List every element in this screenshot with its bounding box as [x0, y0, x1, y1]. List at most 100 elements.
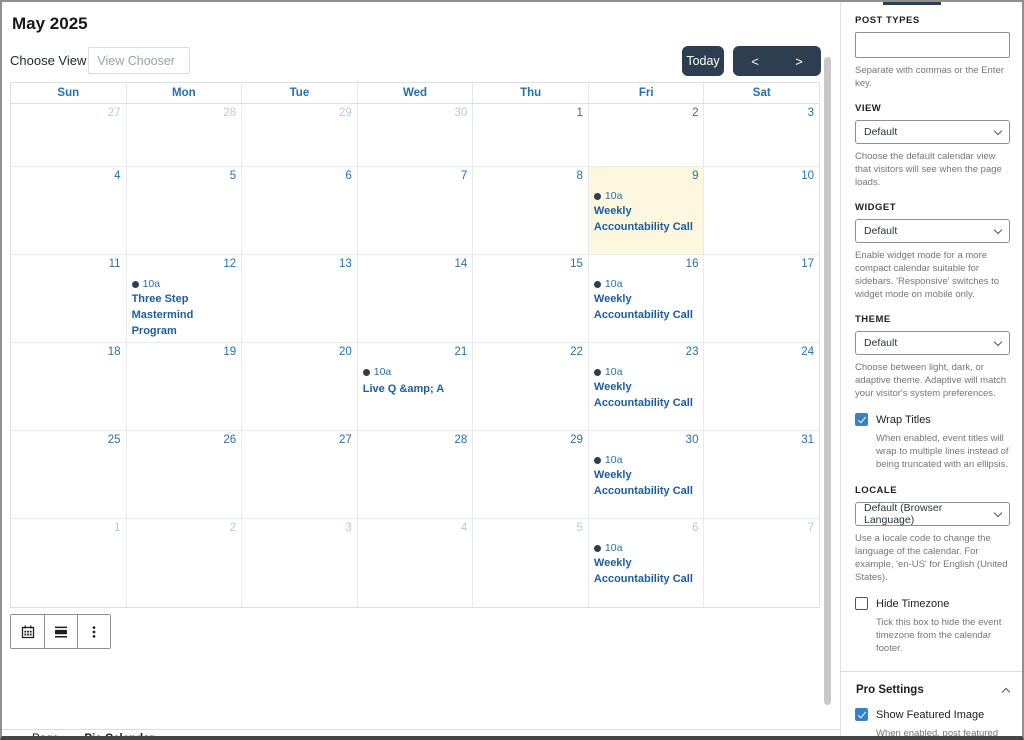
day-cell: 30 10a Weekly Accountability Call	[589, 431, 705, 518]
date-number: 20	[338, 346, 352, 358]
pro-settings-panel-header[interactable]: Pro Settings	[855, 672, 1011, 708]
widget-field: WIDGET Default Enable widget mode for a …	[855, 202, 1010, 301]
date-number: 30	[685, 434, 699, 446]
widget-select[interactable]: Default	[855, 219, 1010, 243]
breadcrumb: Page → Pie Calendar	[32, 733, 155, 740]
date-number: 3	[807, 107, 815, 119]
breadcrumb-root[interactable]: Page	[32, 733, 59, 740]
event-dot-icon	[593, 456, 601, 464]
calendar-event[interactable]: 10a Three Step Mastermind Program	[131, 278, 237, 340]
theme-select[interactable]: Default	[855, 331, 1010, 355]
day-header: Fri	[589, 83, 705, 103]
date-number: 7	[460, 170, 468, 182]
post-types-help: Separate with commas or the Enter key.	[855, 65, 1004, 89]
chevron-up-icon	[1001, 687, 1011, 696]
calendar-block-icon-button[interactable]	[11, 615, 44, 648]
calendar-event[interactable]: 10a Weekly Accountability Call	[593, 366, 699, 412]
date-number: 5	[576, 522, 583, 534]
day-cell: 5	[127, 167, 243, 254]
view-select-value: Default	[864, 126, 898, 138]
locale-field: LOCALE Default (Browser Language) Use a …	[855, 485, 1010, 584]
date-number: 19	[223, 346, 237, 358]
chevron-down-icon	[993, 126, 1003, 135]
day-cell: 19	[127, 343, 243, 430]
calendar-event[interactable]: 10a Weekly Accountability Call	[593, 454, 699, 500]
calendar-event[interactable]: 10a Weekly Accountability Call	[593, 542, 699, 588]
hide-timezone-field: Hide Timezone Tick this box to hide the …	[855, 597, 1010, 655]
breadcrumb-current: Pie Calendar	[84, 733, 155, 740]
date-number: 29	[570, 434, 583, 446]
day-cell: 24	[704, 343, 819, 430]
event-time: 10a	[604, 454, 623, 466]
calendar-month-title: May 2025	[12, 14, 88, 33]
event-dot-icon	[593, 192, 601, 200]
day-cell: 2	[589, 104, 705, 166]
calendar-event[interactable]: 10a Weekly Accountability Call	[593, 278, 699, 324]
theme-select-value: Default	[864, 337, 898, 349]
date-number: 4	[460, 522, 468, 534]
day-cell: 31	[704, 431, 819, 518]
day-header: Thu	[473, 83, 589, 103]
day-header: Tue	[242, 83, 358, 103]
date-number: 10	[801, 170, 815, 182]
day-cell: 28	[127, 104, 243, 166]
day-cell: 2	[127, 519, 243, 607]
wrap-titles-checkbox[interactable]	[855, 413, 868, 426]
calendar-grid-body: 27 28 29 30 1 2 3 4 5 6 7 8 9 10a Weekly Accountabilit…	[11, 104, 819, 607]
block-rows-view-button[interactable]	[44, 615, 77, 648]
rows-icon	[55, 626, 67, 637]
calendar-day-headers: Sun Mon Tue Wed Thu Fri Sat	[11, 83, 819, 104]
date-number: 31	[801, 434, 815, 446]
next-month-button[interactable]: >	[777, 46, 821, 76]
post-types-input[interactable]	[855, 32, 1010, 58]
calendar-week-row: 18 19 20 21 10a Live Q &amp; A 22 23 10a Weekly A…	[11, 343, 819, 431]
date-number: 23	[685, 346, 699, 358]
show-featured-image-label: Show Featured Image	[876, 708, 985, 721]
calendar-event[interactable]: 10a Weekly Accountability Call	[593, 190, 699, 236]
day-cell: 7	[358, 167, 474, 254]
view-chooser-input[interactable]	[88, 47, 191, 74]
calendar-icon	[21, 625, 34, 638]
calendar-week-row: 11 12 10a Three Step Mastermind Program 13 14…	[11, 255, 819, 343]
day-cell: 20	[242, 343, 358, 430]
date-number: 27	[107, 107, 121, 119]
prev-month-button[interactable]: <	[733, 46, 777, 76]
vertical-scrollbar[interactable]	[824, 57, 831, 705]
event-title: Live Q &amp; A	[362, 383, 445, 395]
view-label: VIEW	[855, 103, 882, 114]
calendar-week-row: 25 26 27 28 29 30 10a Weekly Accountability Cal…	[11, 431, 819, 519]
day-cell: 10	[704, 167, 819, 254]
date-number: 1	[576, 107, 583, 119]
show-featured-image-checkbox[interactable]	[855, 708, 868, 721]
date-number: 6	[345, 170, 352, 182]
date-number: 14	[454, 258, 468, 270]
block-options-button[interactable]	[77, 615, 110, 648]
hide-timezone-help: Tick this box to hide the event timezone…	[876, 617, 1002, 654]
date-number: 4	[114, 170, 121, 182]
day-cell: 3	[242, 519, 358, 607]
day-cell: 11	[11, 255, 127, 342]
pro-settings-divider	[841, 671, 1022, 672]
today-button[interactable]: Today	[682, 46, 724, 76]
event-title: Weekly Accountability Call	[593, 557, 693, 585]
event-time: 10a	[604, 190, 623, 202]
event-title: Weekly Accountability Call	[593, 381, 693, 409]
date-number: 24	[801, 346, 815, 358]
event-title: Weekly Accountability Call	[593, 205, 693, 233]
day-cell: 15	[473, 255, 589, 342]
calendar-event[interactable]: 10a Live Q &amp; A	[362, 366, 468, 398]
date-number: 26	[223, 434, 237, 446]
day-cell: 29	[242, 104, 358, 166]
calendar-week-row: 4 5 6 7 8 9 10a Weekly Accountability Call 10	[11, 167, 819, 255]
theme-label: THEME	[855, 314, 891, 325]
event-time: 10a	[142, 278, 161, 290]
day-header: Wed	[358, 83, 474, 103]
day-cell: 21 10a Live Q &amp; A	[358, 343, 474, 430]
locale-select[interactable]: Default (Browser Language)	[855, 502, 1010, 526]
date-number: 6	[692, 522, 699, 534]
event-time: 10a	[373, 366, 392, 378]
hide-timezone-checkbox[interactable]	[855, 597, 868, 610]
widget-label: WIDGET	[855, 202, 896, 213]
view-select[interactable]: Default	[855, 120, 1010, 144]
